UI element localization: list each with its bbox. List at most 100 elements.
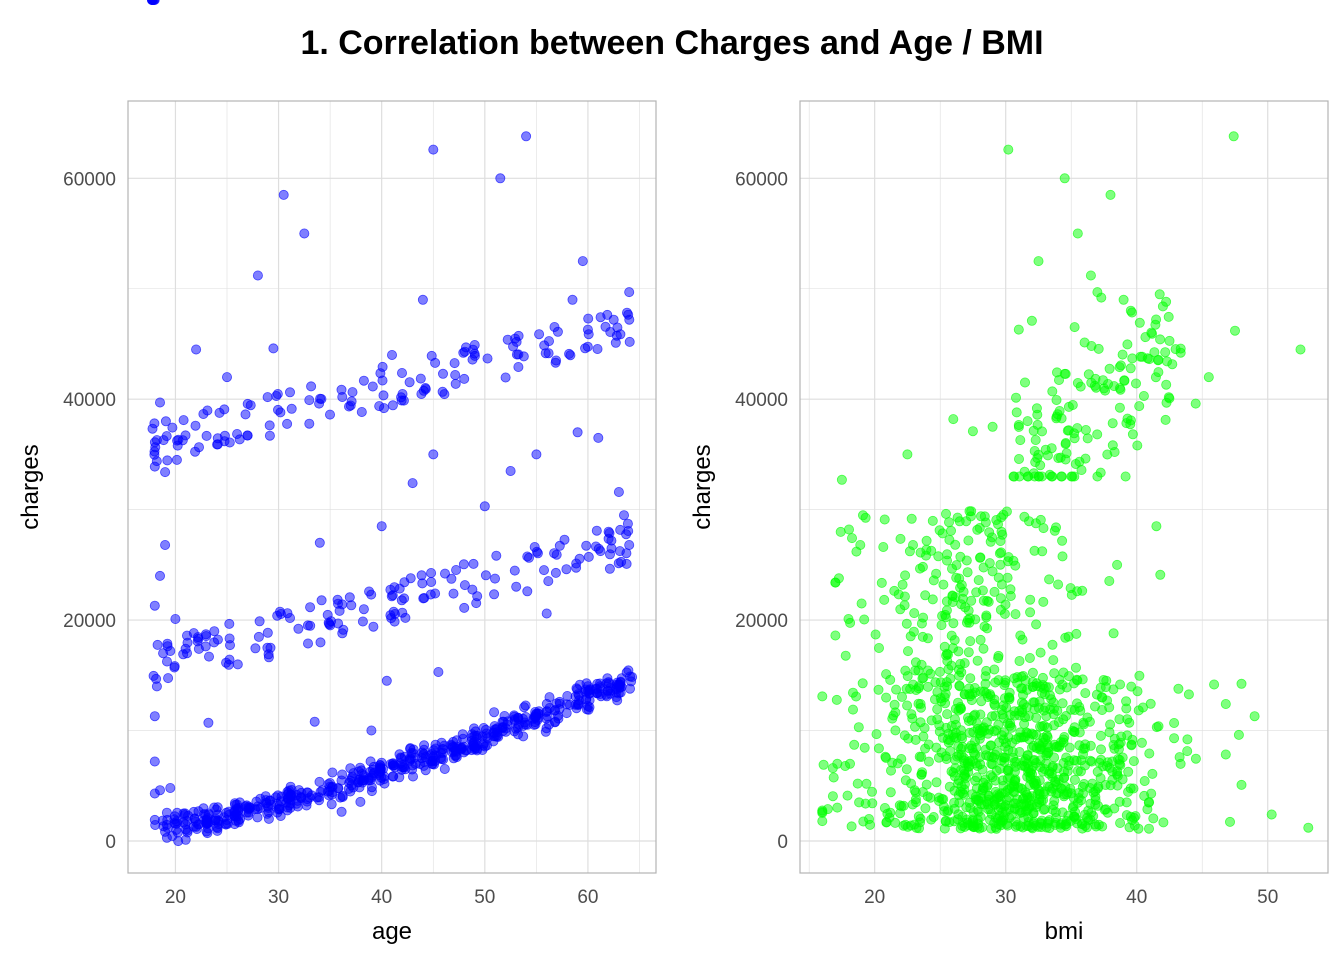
bmi-data-point bbox=[857, 678, 868, 689]
age-data-point bbox=[522, 586, 533, 597]
bmi-data-point bbox=[1060, 437, 1071, 448]
bmi-data-point bbox=[1025, 594, 1036, 605]
age-data-point bbox=[252, 270, 263, 281]
bmi-data-point bbox=[972, 718, 983, 729]
bmi-data-point bbox=[1230, 325, 1241, 336]
bmi-data-point bbox=[925, 668, 936, 679]
age-data-point bbox=[170, 818, 181, 829]
bmi-data-point bbox=[1123, 766, 1134, 777]
age-x-tick-label: 40 bbox=[371, 887, 392, 908]
age-x-tick-label: 60 bbox=[577, 887, 598, 908]
bmi-data-point bbox=[1142, 353, 1153, 364]
bmi-data-point bbox=[1015, 435, 1026, 446]
age-data-point bbox=[203, 717, 214, 728]
bmi-data-point bbox=[949, 635, 960, 646]
age-data-point bbox=[398, 762, 409, 773]
age-data-point bbox=[192, 632, 203, 643]
age-data-point bbox=[172, 440, 183, 451]
bmi-data-point bbox=[900, 665, 911, 676]
bmi-data-point bbox=[1072, 228, 1083, 239]
bmi-data-point bbox=[1134, 401, 1145, 412]
age-data-point bbox=[234, 814, 245, 825]
bmi-data-point bbox=[1121, 797, 1132, 808]
bmi-data-point bbox=[979, 621, 990, 632]
bmi-data-point bbox=[963, 614, 974, 625]
age-x-tick-label: 50 bbox=[474, 887, 495, 908]
bmi-data-point bbox=[928, 812, 939, 823]
age-data-point bbox=[381, 675, 392, 686]
bmi-data-point bbox=[960, 770, 971, 781]
bmi-data-point bbox=[1127, 734, 1138, 745]
bmi-data-point bbox=[947, 563, 958, 574]
bmi-data-point bbox=[972, 772, 983, 783]
age-data-point bbox=[147, 423, 158, 434]
age-data-point bbox=[467, 584, 478, 595]
bmi-data-point bbox=[952, 512, 963, 523]
bmi-data-point bbox=[1052, 367, 1063, 378]
age-data-point bbox=[273, 804, 284, 815]
bmi-data-point bbox=[937, 610, 948, 621]
bmi-data-point bbox=[817, 816, 828, 827]
bmi-data-point bbox=[905, 631, 916, 642]
age-data-point bbox=[387, 771, 398, 782]
age-x-tick-label: 30 bbox=[268, 887, 289, 908]
bmi-data-point bbox=[860, 798, 871, 809]
bmi-data-point bbox=[1182, 734, 1193, 745]
bmi-data-point bbox=[1147, 328, 1158, 339]
age-data-point bbox=[531, 449, 542, 460]
age-data-point bbox=[309, 716, 320, 727]
bmi-data-point bbox=[1103, 378, 1114, 389]
bmi-data-point bbox=[1161, 379, 1172, 390]
age-data-point bbox=[193, 819, 204, 830]
age-data-point bbox=[357, 616, 368, 627]
age-y-tick-label: 20000 bbox=[63, 611, 116, 632]
bmi-data-point bbox=[918, 731, 929, 742]
bmi-data-point bbox=[892, 758, 903, 769]
bmi-data-point bbox=[1127, 353, 1138, 364]
age-data-point bbox=[621, 667, 632, 678]
bmi-data-point bbox=[1121, 696, 1132, 707]
bmi-data-point bbox=[948, 414, 959, 425]
bmi-data-point bbox=[974, 752, 985, 763]
bmi-data-point bbox=[873, 743, 884, 754]
bmi-data-point bbox=[1011, 392, 1022, 403]
bmi-data-point bbox=[1048, 697, 1059, 708]
bmi-data-point bbox=[1108, 628, 1119, 639]
bmi-data-point bbox=[1118, 294, 1129, 305]
age-data-point bbox=[593, 432, 604, 443]
age-data-point bbox=[583, 551, 594, 562]
age-data-point bbox=[426, 568, 437, 579]
age-data-point bbox=[513, 349, 524, 360]
age-data-point bbox=[613, 486, 624, 497]
bmi-data-point bbox=[1220, 699, 1231, 710]
age-data-point bbox=[417, 578, 428, 589]
age-data-point bbox=[554, 696, 565, 707]
bmi-data-point bbox=[847, 533, 858, 544]
bmi-data-point bbox=[931, 742, 942, 753]
bmi-data-point bbox=[959, 658, 970, 669]
age-data-point bbox=[396, 595, 407, 606]
age-data-point bbox=[448, 588, 459, 599]
bmi-data-point bbox=[1093, 781, 1104, 792]
bmi-data-point bbox=[920, 803, 931, 814]
age-data-point bbox=[161, 807, 172, 818]
age-data-point bbox=[345, 763, 356, 774]
bmi-data-point bbox=[1173, 683, 1184, 694]
bmi-data-point bbox=[1047, 639, 1058, 650]
age-data-point bbox=[324, 619, 335, 630]
age-data-point bbox=[219, 430, 230, 441]
age-data-point bbox=[541, 608, 552, 619]
bmi-data-point bbox=[1003, 556, 1014, 567]
bmi-data-point bbox=[983, 751, 994, 762]
bmi-data-point bbox=[963, 647, 974, 658]
bmi-data-point bbox=[1117, 349, 1128, 360]
bmi-data-point bbox=[920, 590, 931, 601]
bmi-data-point bbox=[923, 681, 934, 692]
age-data-point bbox=[615, 329, 626, 340]
bmi-data-point bbox=[973, 575, 984, 586]
age-data-point bbox=[489, 573, 500, 584]
bmi-data-point bbox=[942, 806, 953, 817]
bmi-data-point bbox=[879, 594, 890, 605]
bmi-data-point bbox=[1093, 819, 1104, 830]
